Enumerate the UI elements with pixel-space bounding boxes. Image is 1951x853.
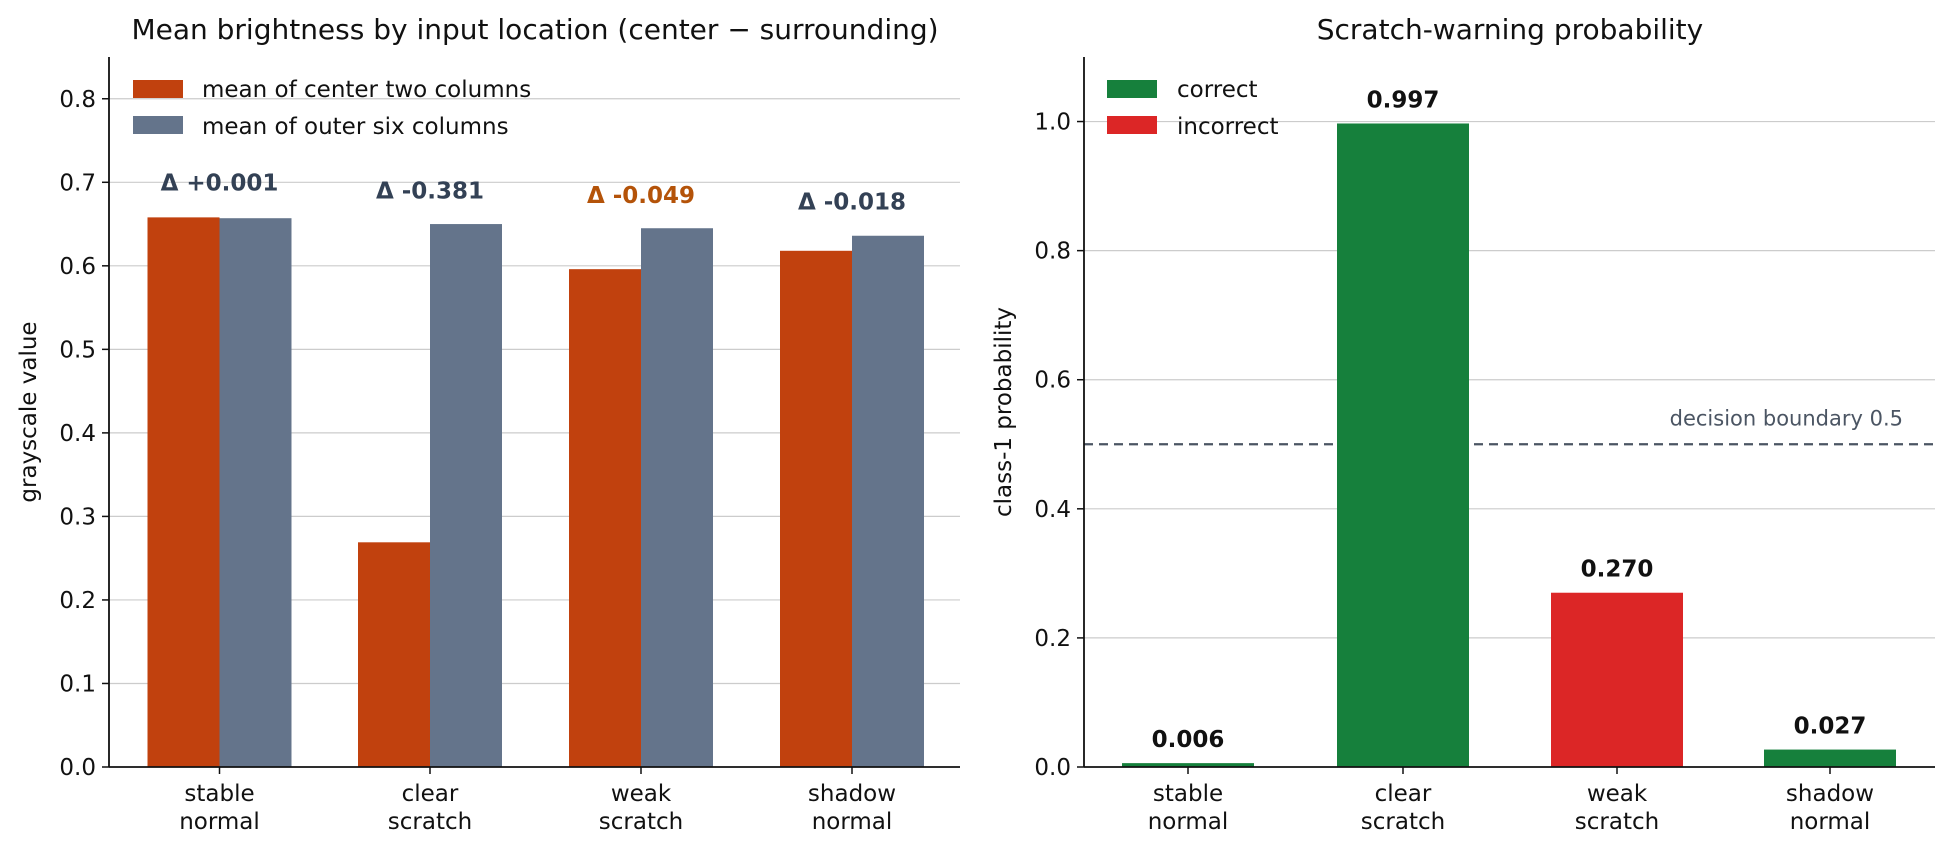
probability-bar [1551,592,1683,767]
decision-boundary-label: decision boundary 0.5 [1670,406,1903,430]
probability-value-label: 0.997 [1367,87,1440,113]
legend-label-incorrect: incorrect [1177,114,1279,140]
probability-value-label: 0.006 [1152,727,1225,753]
brightness-legend: mean of center two columns mean of outer… [133,77,531,140]
probability-bars: 0.006 0.997 0.270 0.027 [1122,87,1896,768]
bar-center-columns [358,542,430,767]
probability-ytick-label: 0.8 [1034,239,1071,265]
brightness-xtick-label: stable normal [179,781,260,835]
delta-annotation: Δ -0.049 [587,183,695,209]
brightness-xtick-label: weak scratch [599,781,683,835]
legend-swatch-incorrect [1107,116,1157,134]
brightness-y-axis-label: grayscale value [16,321,42,502]
brightness-bars [147,217,924,768]
brightness-ytick-label: 0.8 [59,87,96,113]
legend-swatch-correct [1107,80,1157,98]
probability-bar [1337,123,1469,768]
probability-bar [1122,763,1254,767]
bar-center-columns [780,250,852,768]
probability-xtick-label: clear scratch [1361,781,1445,835]
probability-chart: decision boundary 0.5 0.0060.9970.2700.0… [991,13,1935,835]
probability-chart-title: Scratch-warning probability [1317,13,1703,46]
bar-center-columns [569,269,641,767]
probability-bar [1764,749,1896,767]
probability-value-label: 0.027 [1794,714,1867,740]
brightness-ytick-label: 0.3 [59,504,96,530]
probability-y-axis-label: class-1 probability [991,307,1017,517]
probability-ytick-label: 0.4 [1034,497,1071,523]
probability-ticks: 0.0 0.2 0.4 0.6 0.8 1.0 stable normal clear scrat… [1034,110,1874,835]
legend-label-center: mean of center two columns [202,77,531,103]
bar-outer-columns [852,235,924,768]
bar-outer-columns [219,218,292,767]
probability-ytick-label: 0.0 [1034,755,1071,781]
decision-boundary: decision boundary 0.5 [1084,406,1935,446]
legend-label-correct: correct [1177,77,1258,103]
probability-xtick-label: weak scratch [1575,781,1659,835]
probability-ytick-label: 0.6 [1034,368,1071,394]
brightness-ticks: 0.0 0.1 0.2 0.3 0.4 0.5 0.6 0.7 0.8 stable normal c… [59,87,896,835]
brightness-xtick-label: shadow normal [808,781,896,835]
brightness-ytick-label: 0.4 [59,421,96,447]
brightness-chart: 0.0 0.1 0.2 0.3 0.4 0.5 0.6 0.7 0.8 stable normal c… [16,13,960,835]
bar-center-columns [147,217,220,767]
probability-xtick-label: stable normal [1148,781,1229,835]
brightness-ytick-label: 0.6 [59,254,96,280]
legend-label-outer: mean of outer six columns [202,114,509,140]
legend-swatch-outer [133,116,183,134]
bar-outer-columns [430,224,502,767]
brightness-ytick-label: 0.1 [59,671,96,697]
delta-annotation: Δ +0.001 [161,170,279,196]
probability-grid [1084,120,1935,639]
delta-annotation: Δ -0.018 [798,190,906,216]
legend-swatch-center [133,80,183,98]
brightness-chart-title: Mean brightness by input location (cente… [131,13,938,46]
brightness-ytick-label: 0.2 [59,588,96,614]
bar-outer-columns [641,228,713,767]
brightness-delta-annotations: Δ +0.001 Δ -0.381 Δ -0.049 Δ -0.018 [161,170,906,215]
brightness-ytick-label: 0.5 [59,337,96,363]
brightness-xtick-label: clear scratch [388,781,472,835]
probability-legend: correct incorrect [1107,77,1279,140]
probability-value-label: 0.270 [1581,557,1654,583]
delta-annotation: Δ -0.381 [376,179,484,205]
brightness-ytick-label: 0.0 [59,755,96,781]
probability-xtick-label: shadow normal [1786,781,1874,835]
brightness-ytick-label: 0.7 [59,170,96,196]
probability-ytick-label: 1.0 [1034,110,1071,136]
probability-ytick-label: 0.2 [1034,626,1071,652]
